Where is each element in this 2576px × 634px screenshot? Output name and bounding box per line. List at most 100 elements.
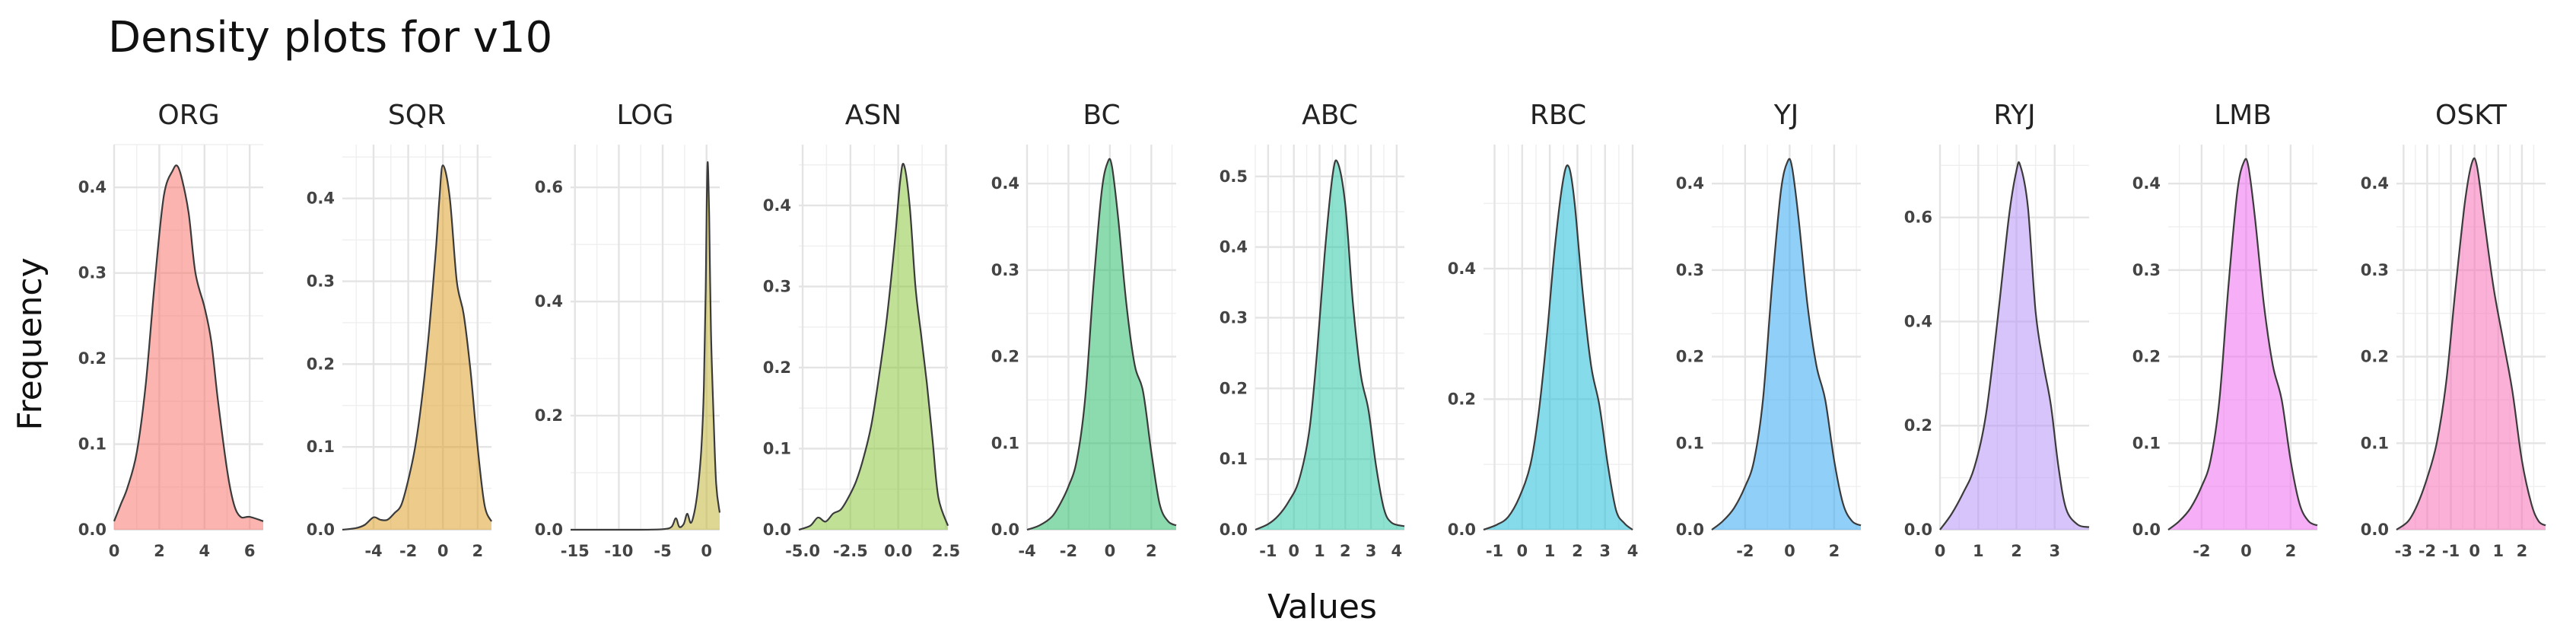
x-tick-label: 2 [2517, 542, 2528, 560]
panel-sqr: SQR -4 -2 0 2 0.0 0.1 0.2 0.3 0.4 [307, 100, 493, 560]
x-tick-label: -2 [2419, 542, 2436, 560]
density-area [1255, 160, 1404, 530]
density-area [799, 164, 948, 530]
density-curve [2396, 157, 2546, 530]
y-tick-label: 0.2 [2132, 348, 2161, 366]
density-curve [798, 163, 949, 531]
panel-abc: ABC -1 0 1 2 3 4 0.0 0.1 0.2 0.3 0.4 0.5 [1220, 100, 1405, 560]
x-tick-label: 0 [109, 542, 120, 560]
panel-yj: YJ -2 0 2 0.0 0.1 0.2 0.3 0.4 [1676, 100, 1862, 560]
x-tick-label: -4 [364, 542, 382, 560]
y-tick-label: 0.5 [1220, 167, 1248, 186]
x-tick-label: 2 [154, 542, 165, 560]
density-curve [1483, 164, 1633, 531]
y-tick-label: 0.0 [2361, 521, 2389, 539]
y-tick-label: 0.4 [2361, 174, 2389, 193]
y-tick-label: 0.1 [1220, 450, 1248, 468]
density-area [342, 165, 491, 530]
x-tick-label: 2 [1572, 542, 1583, 560]
y-tick-label: 0.3 [307, 272, 335, 291]
panel-log: LOG -15 -10 -5 0 0.0 0.2 0.4 0.6 [535, 100, 721, 560]
x-tick-label: 4 [199, 542, 210, 560]
panel-label: ORG [157, 100, 219, 131]
x-tick-label: 4 [1391, 542, 1403, 560]
y-tick-label: 0.2 [1448, 390, 1476, 408]
panel-label: LMB [2214, 100, 2272, 131]
x-tick-label: 0 [701, 542, 712, 560]
panel-label: BC [1083, 100, 1120, 131]
density-area [114, 165, 263, 530]
y-tick-label: 0.3 [2361, 261, 2389, 279]
panel-asn: ASN -5.0 -2.5 0.0 2.5 0.0 0.1 0.2 0.3 0.4 [763, 100, 960, 560]
x-tick-label: 0 [1517, 542, 1528, 560]
panel-label: LOG [616, 100, 673, 131]
panel-label: YJ [1773, 100, 1799, 131]
x-tick-label: 2 [2285, 542, 2297, 560]
y-tick-label: 0.1 [2361, 434, 2389, 452]
x-tick-label: 1 [1544, 542, 1556, 560]
panel-rbc: RBC -1 0 1 2 3 4 0.0 0.2 0.4 [1448, 100, 1639, 560]
density-curve [1939, 161, 2090, 530]
x-tick-label: -15 [561, 542, 590, 560]
y-tick-label: 0.2 [1220, 379, 1248, 397]
y-tick-label: 0.6 [1904, 209, 1932, 227]
y-tick-label: 0.3 [2132, 261, 2161, 279]
density-area [2396, 158, 2546, 530]
y-tick-label: 0.1 [78, 435, 107, 454]
y-tick-label: 0.2 [763, 358, 791, 377]
x-tick-label: -10 [604, 542, 633, 560]
x-tick-label: 2 [1829, 542, 1840, 560]
x-tick-label: -5.0 [785, 542, 820, 560]
y-tick-label: 0.0 [1448, 521, 1476, 539]
x-tick-label: 0 [1784, 542, 1795, 560]
y-tick-label: 0.2 [991, 348, 1019, 366]
x-tick-label: 6 [244, 542, 256, 560]
x-tick-label: -2 [1060, 542, 1077, 560]
panel-org: ORG 0 2 4 6 0.0 0.1 0.2 0.3 0.4 [78, 100, 264, 560]
x-tick-label: 2 [472, 542, 483, 560]
y-tick-label: 0.0 [535, 521, 563, 539]
density-curve [571, 161, 721, 531]
x-tick-label: 1 [1314, 542, 1325, 560]
y-tick-label: 0.2 [2361, 348, 2389, 366]
y-tick-label: 0.2 [1676, 348, 1704, 366]
x-tick-label: 0 [1105, 542, 1116, 560]
x-tick-label: 0 [2469, 542, 2480, 560]
y-tick-label: 0.4 [1676, 174, 1704, 193]
y-axis-label: Frequency [11, 257, 49, 430]
x-tick-label: -2 [399, 542, 417, 560]
chart-title: Density plots for v10 [108, 13, 552, 62]
y-tick-label: 0.3 [78, 264, 107, 282]
y-tick-label: 0.1 [2132, 434, 2161, 452]
y-tick-label: 0.4 [1904, 312, 1932, 330]
x-tick-label: -1 [1486, 542, 1503, 560]
x-tick-label: -1 [2442, 542, 2460, 560]
panel-label: SQR [388, 100, 446, 131]
density-curve [113, 164, 264, 522]
x-tick-label: 3 [2049, 542, 2060, 560]
y-tick-label: 0.1 [763, 439, 791, 457]
x-tick-label: 0 [1288, 542, 1299, 560]
y-tick-label: 0.2 [307, 355, 335, 373]
y-tick-label: 0.4 [78, 178, 107, 196]
panel-oskt: OSKT -3 -2 -1 0 1 2 0.0 0.1 0.2 0.3 0.4 [2361, 100, 2546, 560]
panel-label: ASN [845, 100, 902, 131]
density-area [1484, 165, 1633, 530]
y-tick-label: 0.4 [991, 174, 1019, 193]
density-curve [2167, 158, 2318, 530]
y-tick-label: 0.4 [2132, 174, 2161, 193]
y-tick-label: 0.4 [307, 190, 335, 208]
y-tick-label: 0.3 [1220, 308, 1248, 327]
x-tick-label: 1 [1973, 542, 1984, 560]
panel-bc: BC -4 -2 0 2 0.0 0.1 0.2 0.3 0.4 [991, 100, 1177, 560]
panel-ryj: RYJ 0 1 2 3 0.0 0.2 0.4 0.6 [1904, 100, 2090, 560]
x-tick-label: -4 [1018, 542, 1035, 560]
x-tick-label: -5 [654, 542, 671, 560]
x-tick-label: 1 [2492, 542, 2504, 560]
panel-label: RYJ [1993, 100, 2035, 131]
y-tick-label: 0.6 [535, 178, 563, 196]
y-tick-label: 0.4 [535, 292, 563, 311]
panel-label: OSKT [2435, 100, 2508, 131]
density-area [571, 161, 720, 530]
